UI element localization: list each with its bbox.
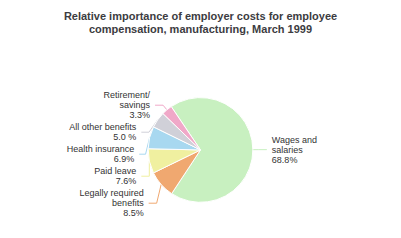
svg-text:compensation, manufacturing, M: compensation, manufacturing, March 1999 bbox=[89, 23, 312, 35]
svg-text:All other benefits: All other benefits bbox=[69, 122, 137, 132]
svg-text:Wages and: Wages and bbox=[272, 135, 317, 145]
svg-text:7.6%: 7.6% bbox=[116, 176, 137, 186]
svg-text:Health insurance: Health insurance bbox=[67, 144, 135, 154]
svg-text:6.9%: 6.9% bbox=[114, 154, 135, 164]
svg-text:Relative importance of employe: Relative importance of employer costs fo… bbox=[64, 10, 337, 22]
svg-text:5.0 %: 5.0 % bbox=[113, 132, 136, 142]
svg-text:Legally required: Legally required bbox=[80, 188, 144, 198]
svg-text:68.8%: 68.8% bbox=[272, 155, 298, 165]
svg-text:benefits: benefits bbox=[112, 198, 144, 208]
svg-text:3.3%: 3.3% bbox=[130, 110, 151, 120]
svg-text:8.5%: 8.5% bbox=[123, 208, 144, 218]
svg-text:savings: savings bbox=[120, 100, 151, 110]
svg-text:Paid leave: Paid leave bbox=[94, 166, 136, 176]
svg-text:Retirement/: Retirement/ bbox=[104, 90, 151, 100]
svg-text:salaries: salaries bbox=[272, 145, 304, 155]
